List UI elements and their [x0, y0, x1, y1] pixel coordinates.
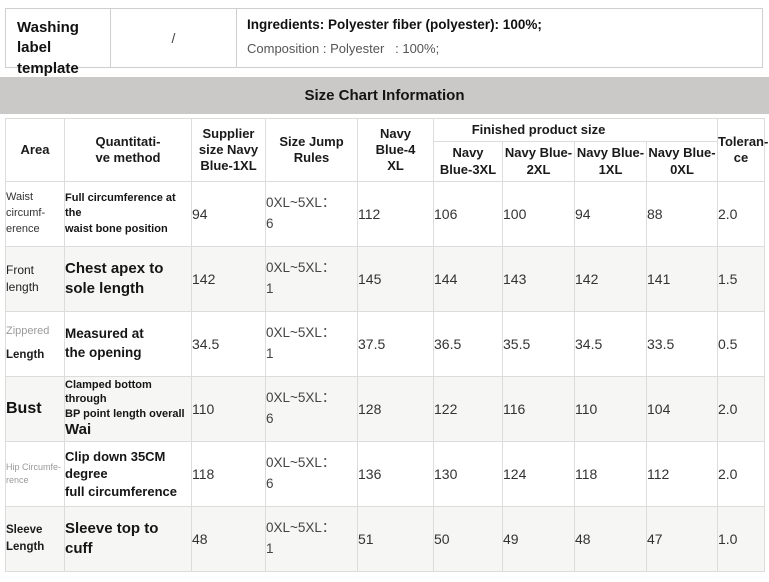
method-cell: Sleeve top to cuff [64, 506, 192, 572]
method-cell: Measured at the opening [64, 311, 192, 377]
table-row-hip: Hip Circumfe- rence Clip down 35CM degre… [5, 441, 765, 507]
jump-rule-cell: 0XL~5XL： 6 [265, 376, 358, 442]
supplier-size-cell: 94 [191, 181, 266, 247]
col-header-tolerance: Toleran- ce [717, 118, 768, 182]
tolerance-cell: 2.0 [717, 376, 765, 442]
finished-product-size-label: Finished product size [471, 121, 606, 137]
method-cell: Clip down 35CM degree full circumference [64, 441, 192, 507]
size-cell-2xl: 116 [502, 376, 575, 442]
area-cell: Sleeve Length [5, 506, 65, 572]
area-cell: Waist circumf- erence [5, 181, 65, 247]
table-row-front-length: Front length Chest apex to sole length 1… [5, 246, 765, 312]
area-line-muted: Zippered [6, 325, 50, 338]
col-header-quantitative-method: Quantitati- ve method [64, 118, 192, 182]
size-cell-1xl: 118 [574, 441, 647, 507]
supplier-size-cell: 142 [191, 246, 266, 312]
size-chart-table: Area Quantitati- ve method Supplier size… [5, 118, 768, 572]
size-cell-0xl: 141 [646, 246, 718, 312]
size-cell-3xl: 144 [433, 246, 503, 312]
col-header-navy-blue-4xl: Navy Blue-4 XL [357, 118, 434, 182]
size-cell-3xl: 36.5 [433, 311, 503, 377]
size-cell-1xl: 34.5 [574, 311, 647, 377]
method-detail: Clamped bottom through BP point length o… [65, 379, 185, 420]
size-cell-3xl: 122 [433, 376, 503, 442]
jump-rule-cell: 0XL~5XL： 1 [265, 246, 358, 312]
supplier-size-cell: 48 [191, 506, 266, 572]
tolerance-cell: 2.0 [717, 181, 765, 247]
tolerance-cell: 0.5 [717, 311, 765, 377]
jump-rule-cell: 0XL~5XL： 6 [265, 181, 358, 247]
washing-label-table: Washing label template / Ingredients: Po… [5, 8, 763, 77]
size-cell-2xl: 100 [502, 181, 575, 247]
jump-rule-cell: 0XL~5XL： 1 [265, 311, 358, 377]
table-row-waist: Waist circumf- erence Full circumference… [5, 181, 765, 247]
area-cell: Front length [5, 246, 65, 312]
area-line-dark: Length [6, 349, 45, 362]
col-header-size-jump-rules: Size Jump Rules [265, 118, 358, 182]
washing-label-title: Washing label template [17, 19, 79, 77]
area-cell: Zippered Length [5, 311, 65, 377]
size-cell-0xl: 47 [646, 506, 718, 572]
ingredients-cell: Ingredients: Polyester fiber (polyester)… [236, 9, 762, 67]
size-cell-3xl: 106 [433, 181, 503, 247]
header-row-top: Area Quantitati- ve method Supplier size… [5, 118, 768, 182]
size-cell-3xl: 50 [433, 506, 503, 572]
method-cell: Chest apex to sole length [64, 246, 192, 312]
jump-rule-cell: 0XL~5XL： 6 [265, 441, 358, 507]
size-cell-2xl: 35.5 [502, 311, 575, 377]
table-row-sleeve-length: Sleeve Length Sleeve top to cuff 48 0XL~… [5, 506, 765, 572]
area-cell: Hip Circumfe- rence [5, 441, 65, 507]
size-cell-0xl: 88 [646, 181, 718, 247]
size-cell-3xl: 130 [433, 441, 503, 507]
col-header-navy-blue-1xl: Navy Blue-1XL [574, 141, 647, 182]
col-header-navy-blue-3xl: Navy Blue-3XL [433, 141, 503, 182]
size-cell-2xl: 49 [502, 506, 575, 572]
finished-product-size-header: Finished product size [433, 118, 718, 142]
header-row-sizes: Navy Blue-3XL Navy Blue-2XL Navy Blue-1X… [6, 141, 765, 182]
size-cell-4xl: 51 [357, 506, 434, 572]
col-header-navy-blue-0xl: Navy Blue-0XL [646, 141, 718, 182]
size-cell-2xl: 143 [502, 246, 575, 312]
tolerance-cell: 2.0 [717, 441, 765, 507]
size-cell-4xl: 136 [357, 441, 434, 507]
size-cell-4xl: 112 [357, 181, 434, 247]
table-row-bust: Bust Clamped bottom through BP point len… [5, 376, 765, 442]
supplier-size-cell: 110 [191, 376, 266, 442]
col-header-supplier-size: Supplier size Navy Blue-1XL [191, 118, 266, 182]
size-cell-0xl: 104 [646, 376, 718, 442]
size-cell-1xl: 94 [574, 181, 647, 247]
size-cell-1xl: 110 [574, 376, 647, 442]
size-cell-4xl: 128 [357, 376, 434, 442]
jump-rule-cell: 0XL~5XL： 1 [265, 506, 358, 572]
col-header-area: Area [5, 118, 65, 182]
col-header-navy-blue-2xl: Navy Blue-2XL [502, 141, 575, 182]
tolerance-cell: 1.5 [717, 246, 765, 312]
tolerance-cell: 1.0 [717, 506, 765, 572]
supplier-size-cell: 118 [191, 441, 266, 507]
washing-label-value: / [110, 9, 236, 67]
size-cell-1xl: 48 [574, 506, 647, 572]
method-extra: Wai [65, 421, 92, 439]
ingredients-line: Ingredients: Polyester fiber (polyester)… [247, 17, 542, 32]
size-cell-1xl: 142 [574, 246, 647, 312]
table-row-zippered-length: Zippered Length Measured at the opening … [5, 311, 765, 377]
supplier-size-cell: 34.5 [191, 311, 266, 377]
size-cell-0xl: 112 [646, 441, 718, 507]
method-cell: Clamped bottom through BP point length o… [64, 376, 192, 442]
size-chart-banner-title: Size Chart Information [0, 77, 769, 114]
size-cell-2xl: 124 [502, 441, 575, 507]
area-cell: Bust [5, 376, 65, 442]
composition-line: Composition : Polyester : 100%; [247, 41, 440, 56]
size-cell-4xl: 37.5 [357, 311, 434, 377]
size-cell-0xl: 33.5 [646, 311, 718, 377]
size-cell-4xl: 145 [357, 246, 434, 312]
method-cell: Full circumference at the waist bone pos… [64, 181, 192, 247]
